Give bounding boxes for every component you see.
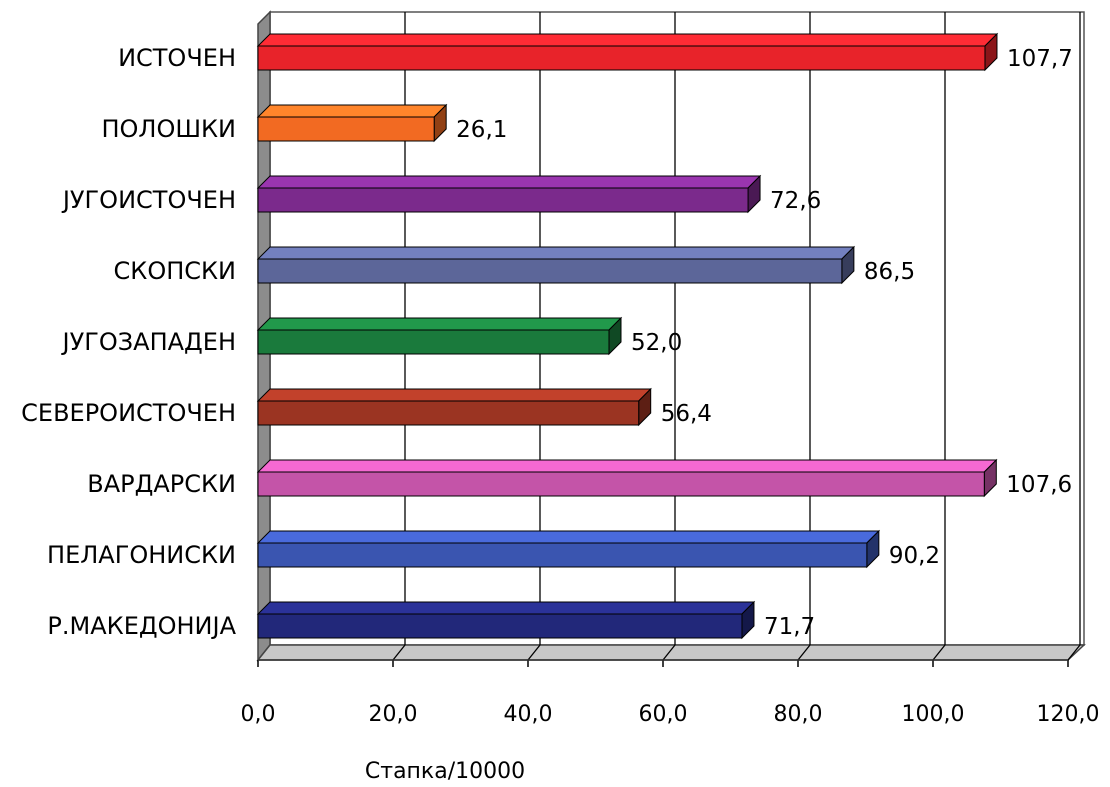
bar-top-face xyxy=(256,317,623,331)
bar xyxy=(256,387,652,427)
bar-front-face xyxy=(257,187,749,213)
bar xyxy=(256,32,999,72)
data-label: 107,7 xyxy=(1007,46,1073,72)
bar xyxy=(256,600,756,640)
bar-front-face xyxy=(257,45,986,71)
bar xyxy=(256,174,762,214)
x-tick-label: 100,0 xyxy=(902,702,965,727)
bar xyxy=(256,245,856,285)
category-label: СКОПСКИ xyxy=(114,257,236,285)
floor-gridline xyxy=(392,644,406,661)
bar-front-face xyxy=(257,400,640,426)
bar-front-face xyxy=(257,471,985,497)
bar-front-face xyxy=(257,542,868,568)
bar-top-face xyxy=(256,104,448,118)
category-label: ВАРДАРСКИ xyxy=(87,470,236,498)
bar xyxy=(256,458,998,498)
bar-front-face xyxy=(257,258,843,284)
category-labels: ИСТОЧЕН ПОЛОШКИ ЈУГОИСТОЧЕН СКОПСКИ ЈУГОЗАПА… xyxy=(21,44,236,640)
floor-gridline xyxy=(662,644,676,661)
bar xyxy=(256,316,623,356)
bar-front-face xyxy=(257,329,610,355)
data-label: 52,0 xyxy=(631,330,682,356)
floor-gridline xyxy=(797,644,811,661)
data-label: 26,1 xyxy=(456,117,507,143)
data-label: 86,5 xyxy=(864,259,915,285)
bar-top-face xyxy=(256,246,856,260)
bar-top-face xyxy=(256,530,881,544)
category-label: ИСТОЧЕН xyxy=(118,44,236,72)
bar-front-face xyxy=(257,613,743,639)
category-label: ЈУГОЗАПАДЕН xyxy=(61,328,236,356)
bar-front-face xyxy=(257,116,435,142)
x-tick-label: 120,0 xyxy=(1037,702,1100,727)
data-label: 90,2 xyxy=(889,543,940,569)
category-label: ЈУГОИСТОЧЕН xyxy=(61,186,236,214)
bar-top-face xyxy=(256,175,762,189)
category-label: Р.МАКЕДОНИЈА xyxy=(47,612,236,640)
bar-top-face xyxy=(256,388,652,402)
x-tick-label: 20,0 xyxy=(369,702,418,727)
bar-top-face xyxy=(256,459,998,473)
chart-floor xyxy=(256,644,1086,661)
category-label: СЕВЕРОИСТОЧЕН xyxy=(21,399,236,427)
data-labels: 107,7 26,1 72,6 86,5 52,0 56,4 107,6 90,2 71,7 xyxy=(456,46,1073,640)
floor-gridline xyxy=(527,644,541,661)
floor-gridline xyxy=(932,644,946,661)
x-tick-label: 40,0 xyxy=(504,702,553,727)
bar-top-face xyxy=(256,33,999,47)
data-label: 56,4 xyxy=(661,401,712,427)
bar xyxy=(256,103,448,143)
x-axis-ticks: 0,0 20,0 40,0 60,0 80,0 100,0 120,0 xyxy=(241,659,1100,727)
data-label: 71,7 xyxy=(764,614,815,640)
bars xyxy=(256,32,999,640)
x-tick-label: 60,0 xyxy=(639,702,688,727)
data-label: 107,6 xyxy=(1006,472,1072,498)
bar xyxy=(256,529,881,569)
bar-top-face xyxy=(256,601,756,615)
x-tick-label: 80,0 xyxy=(774,702,823,727)
category-label: ПЕЛАГОНИСКИ xyxy=(47,541,236,569)
floor-gridline xyxy=(1067,644,1081,661)
category-label: ПОЛОШКИ xyxy=(101,115,236,143)
data-label: 72,6 xyxy=(770,188,821,214)
x-tick-label: 0,0 xyxy=(241,702,276,727)
x-axis-title: Стапка/10000 xyxy=(365,759,525,784)
